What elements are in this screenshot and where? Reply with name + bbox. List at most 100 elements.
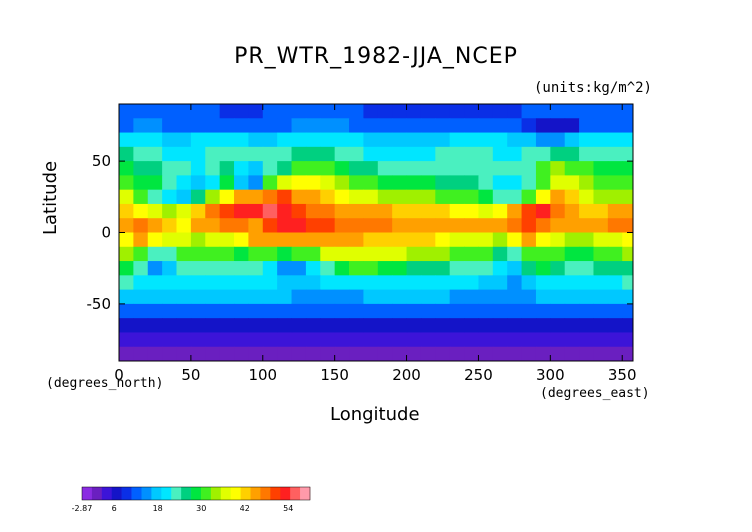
heatmap-cell bbox=[507, 318, 523, 333]
heatmap-cell bbox=[133, 203, 149, 219]
colorbar-outline bbox=[81, 486, 311, 501]
heatmap-cell bbox=[349, 332, 364, 348]
heatmap-cell bbox=[176, 346, 192, 362]
heatmap-cell bbox=[607, 303, 623, 319]
colorbar-tick-label: 18 bbox=[153, 504, 163, 513]
heatmap-cell bbox=[622, 161, 634, 176]
heatmap-cell bbox=[219, 161, 235, 176]
heatmap-cell bbox=[320, 275, 336, 291]
heatmap-cell bbox=[535, 218, 551, 233]
heatmap-cell bbox=[349, 232, 364, 248]
heatmap-cell bbox=[320, 261, 336, 276]
heatmap-cell bbox=[564, 132, 580, 148]
heatmap-cell bbox=[349, 318, 364, 333]
heatmap-cell bbox=[420, 118, 436, 134]
colorbar-swatch bbox=[121, 487, 132, 500]
heatmap-cell bbox=[406, 161, 422, 176]
heatmap-cell bbox=[305, 246, 321, 262]
heatmap-cell bbox=[234, 132, 249, 148]
chart-title: PR_WTR_1982-JJA_NCEP bbox=[234, 44, 518, 69]
heatmap-cell bbox=[464, 118, 479, 134]
heatmap-cell bbox=[205, 104, 221, 119]
heatmap-cell bbox=[521, 189, 537, 205]
heatmap-cell bbox=[607, 118, 623, 134]
heatmap-cell bbox=[406, 261, 422, 276]
heatmap-cell bbox=[535, 275, 551, 291]
heatmap-cell bbox=[248, 132, 264, 148]
heatmap-cell bbox=[564, 203, 580, 219]
heatmap-cell bbox=[334, 104, 350, 119]
heatmap-cell bbox=[147, 246, 163, 262]
axis-ticks: 0 50 100 150 200 250 300 350 50 0 -50 bbox=[87, 104, 637, 384]
heatmap-cell bbox=[277, 218, 293, 233]
heatmap-cell bbox=[420, 303, 436, 319]
heatmap-cell bbox=[349, 104, 364, 119]
heatmap-cell bbox=[291, 318, 307, 333]
heatmap-cell bbox=[622, 218, 634, 233]
heatmap-cell bbox=[449, 118, 465, 134]
heatmap-cell bbox=[435, 261, 451, 276]
heatmap-cell bbox=[593, 246, 609, 262]
heatmap-cell bbox=[190, 132, 206, 148]
heatmap-cell bbox=[262, 189, 278, 205]
heatmap-cell bbox=[449, 146, 465, 162]
heatmap-cell bbox=[147, 104, 163, 119]
heatmap-cell bbox=[334, 289, 350, 305]
heatmap-cell bbox=[147, 261, 163, 276]
colorbar-tick-label: 6 bbox=[112, 504, 117, 513]
heatmap-cell bbox=[363, 146, 379, 162]
heatmap-cell bbox=[248, 332, 264, 348]
heatmap-cell bbox=[464, 246, 479, 262]
heatmap-cell bbox=[435, 318, 451, 333]
heatmap-cell bbox=[435, 161, 451, 176]
heatmap-cell bbox=[147, 118, 163, 134]
heatmap-cell bbox=[190, 175, 206, 191]
heatmap-cell bbox=[219, 289, 235, 305]
heatmap-cell bbox=[262, 232, 278, 248]
heatmap-cell bbox=[550, 104, 566, 119]
heatmap-cell bbox=[248, 318, 264, 333]
heatmap-cell bbox=[464, 275, 479, 291]
colorbar-swatch bbox=[171, 487, 182, 500]
heatmap-cell bbox=[406, 203, 422, 219]
heatmap-cell bbox=[392, 318, 408, 333]
heatmap-cell bbox=[622, 132, 634, 148]
heatmap-cell bbox=[248, 161, 264, 176]
heatmap-cell bbox=[607, 346, 623, 362]
heatmap-cell bbox=[363, 161, 379, 176]
heatmap-cell bbox=[305, 189, 321, 205]
heatmap-cell bbox=[205, 132, 221, 148]
heatmap-cell bbox=[564, 232, 580, 248]
heatmap-cell bbox=[492, 261, 508, 276]
heatmap-cell bbox=[205, 175, 221, 191]
heatmap-cell bbox=[607, 246, 623, 262]
heatmap-cell bbox=[305, 175, 321, 191]
heatmap-cell bbox=[420, 132, 436, 148]
heatmap-cell bbox=[234, 261, 249, 276]
heatmap-cell bbox=[579, 246, 594, 262]
heatmap-cell bbox=[607, 146, 623, 162]
heatmap-cell bbox=[550, 203, 566, 219]
heatmap-cell bbox=[435, 104, 451, 119]
heatmap-cell bbox=[291, 132, 307, 148]
heatmap-cell bbox=[392, 161, 408, 176]
heatmap-cell bbox=[219, 275, 235, 291]
heatmap-cell bbox=[133, 175, 149, 191]
heatmap-cell bbox=[478, 261, 494, 276]
heatmap-cell bbox=[176, 261, 192, 276]
heatmap-cell bbox=[234, 203, 249, 219]
heatmap-cell bbox=[349, 289, 364, 305]
heatmap-cell bbox=[205, 318, 221, 333]
heatmap-cell bbox=[435, 189, 451, 205]
heatmap-cell bbox=[119, 118, 134, 134]
heatmap-cell bbox=[234, 289, 249, 305]
heatmap-cell bbox=[521, 203, 537, 219]
heatmap-cell bbox=[119, 261, 134, 276]
heatmap-cell bbox=[377, 146, 393, 162]
heatmap-cell bbox=[162, 275, 178, 291]
colorbar-tick-label: 30 bbox=[196, 504, 206, 513]
heatmap-cell bbox=[478, 289, 494, 305]
heatmap-cell bbox=[521, 104, 537, 119]
heatmap-cell bbox=[162, 303, 178, 319]
heatmap-cell bbox=[478, 175, 494, 191]
